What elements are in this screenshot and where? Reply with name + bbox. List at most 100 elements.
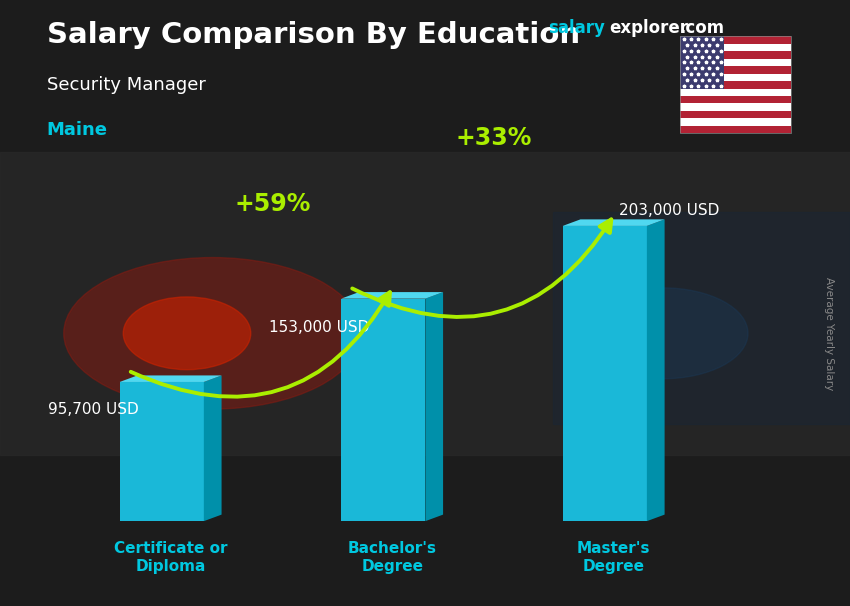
Polygon shape	[619, 226, 621, 521]
Polygon shape	[577, 226, 580, 521]
Polygon shape	[411, 299, 414, 521]
Polygon shape	[422, 299, 425, 521]
Polygon shape	[636, 226, 638, 521]
Text: Master's
Degree: Master's Degree	[577, 541, 650, 573]
Polygon shape	[621, 226, 625, 521]
Text: Salary Comparison By Education: Salary Comparison By Education	[47, 21, 580, 49]
Polygon shape	[364, 299, 366, 521]
Polygon shape	[599, 226, 602, 521]
Polygon shape	[196, 382, 198, 521]
Polygon shape	[392, 299, 394, 521]
Text: 95,700 USD: 95,700 USD	[48, 402, 139, 418]
Polygon shape	[361, 299, 364, 521]
Polygon shape	[394, 299, 397, 521]
Polygon shape	[403, 299, 405, 521]
Ellipse shape	[123, 297, 251, 370]
Polygon shape	[120, 376, 222, 382]
Text: Certificate or
Diploma: Certificate or Diploma	[114, 541, 227, 573]
Polygon shape	[644, 226, 647, 521]
Polygon shape	[563, 226, 647, 521]
Polygon shape	[569, 226, 571, 521]
Polygon shape	[190, 382, 193, 521]
Polygon shape	[582, 226, 585, 521]
Polygon shape	[133, 382, 137, 521]
Bar	[680, 66, 790, 74]
Polygon shape	[125, 382, 128, 521]
Bar	[680, 118, 790, 126]
Polygon shape	[204, 376, 222, 521]
Polygon shape	[173, 382, 176, 521]
Polygon shape	[381, 299, 383, 521]
Polygon shape	[353, 299, 355, 521]
Text: Bachelor's
Degree: Bachelor's Degree	[348, 541, 437, 573]
Polygon shape	[386, 299, 389, 521]
Bar	[680, 88, 790, 96]
Text: 153,000 USD: 153,000 USD	[269, 320, 369, 335]
Polygon shape	[187, 382, 190, 521]
Bar	[680, 81, 790, 88]
Polygon shape	[375, 299, 377, 521]
Polygon shape	[383, 299, 386, 521]
Polygon shape	[120, 382, 204, 521]
Text: 203,000 USD: 203,000 USD	[619, 203, 719, 218]
Bar	[680, 126, 790, 133]
Polygon shape	[341, 299, 344, 521]
Bar	[680, 36, 724, 88]
Polygon shape	[597, 226, 599, 521]
Polygon shape	[389, 299, 392, 521]
Ellipse shape	[578, 288, 748, 379]
Polygon shape	[167, 382, 170, 521]
Polygon shape	[585, 226, 588, 521]
Text: Average Yearly Salary: Average Yearly Salary	[824, 277, 834, 390]
Polygon shape	[156, 382, 159, 521]
Polygon shape	[420, 299, 422, 521]
Polygon shape	[641, 226, 644, 521]
Text: +33%: +33%	[456, 126, 532, 150]
Polygon shape	[588, 226, 591, 521]
Polygon shape	[571, 226, 574, 521]
Polygon shape	[184, 382, 187, 521]
Bar	[680, 96, 790, 104]
Bar	[680, 44, 790, 52]
Polygon shape	[563, 226, 565, 521]
Bar	[680, 104, 790, 111]
Polygon shape	[148, 382, 150, 521]
Polygon shape	[574, 226, 577, 521]
Polygon shape	[198, 382, 201, 521]
Polygon shape	[193, 382, 196, 521]
Polygon shape	[122, 382, 125, 521]
Polygon shape	[153, 382, 156, 521]
Polygon shape	[625, 226, 627, 521]
Polygon shape	[369, 299, 372, 521]
Polygon shape	[181, 382, 184, 521]
Polygon shape	[627, 226, 630, 521]
Polygon shape	[613, 226, 616, 521]
Polygon shape	[638, 226, 641, 521]
Polygon shape	[120, 382, 122, 521]
Polygon shape	[355, 299, 358, 521]
Polygon shape	[372, 299, 375, 521]
Polygon shape	[349, 299, 353, 521]
Polygon shape	[201, 382, 204, 521]
Polygon shape	[170, 382, 173, 521]
Polygon shape	[593, 226, 597, 521]
Polygon shape	[565, 226, 569, 521]
Ellipse shape	[64, 258, 361, 409]
Polygon shape	[347, 299, 349, 521]
Bar	[680, 59, 790, 66]
Polygon shape	[591, 226, 593, 521]
Polygon shape	[162, 382, 165, 521]
Text: +59%: +59%	[235, 191, 311, 216]
Bar	[680, 36, 790, 44]
Polygon shape	[139, 382, 142, 521]
Bar	[680, 52, 790, 59]
Polygon shape	[602, 226, 605, 521]
Text: explorer: explorer	[609, 19, 688, 38]
Bar	[552, 212, 850, 424]
Text: Security Manager: Security Manager	[47, 76, 206, 94]
Polygon shape	[159, 382, 162, 521]
Bar	[680, 111, 790, 118]
Bar	[0, 152, 850, 454]
Polygon shape	[377, 299, 381, 521]
Polygon shape	[608, 226, 610, 521]
